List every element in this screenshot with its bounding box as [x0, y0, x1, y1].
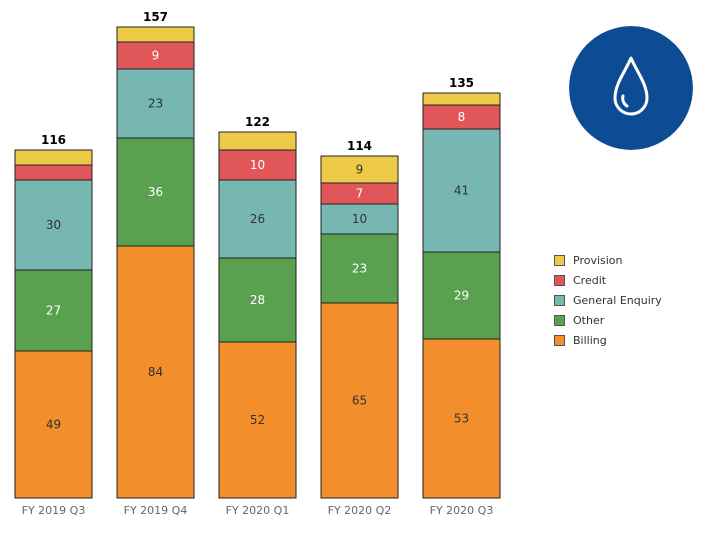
legend-item-other: Other [554, 310, 662, 330]
x-tick-label: FY 2020 Q1 [226, 504, 290, 517]
data-label: 9 [152, 49, 160, 63]
data-label: 41 [454, 184, 469, 198]
legend-label: Provision [573, 253, 623, 267]
data-label: 53 [454, 412, 469, 426]
data-label: 7 [356, 187, 364, 201]
legend-swatch [554, 254, 565, 266]
data-label: 23 [148, 97, 163, 111]
bar-segment-provision [320, 155, 399, 184]
bar-segment-billing [422, 338, 501, 499]
data-label: 27 [46, 304, 61, 318]
total-label: 116 [41, 133, 66, 147]
legend-item-credit: Credit [554, 270, 662, 290]
x-tick-label: FY 2019 Q4 [124, 504, 188, 517]
bar-segment-general-enquiry [422, 128, 501, 253]
water-drop-icon [569, 26, 693, 150]
data-label: 26 [250, 212, 265, 226]
data-label: 84 [148, 365, 163, 379]
bar-segment-other [116, 137, 195, 247]
bar-segment-provision [422, 92, 501, 106]
total-label: 122 [245, 115, 270, 129]
data-label: 52 [250, 413, 265, 427]
bar-segment-other [320, 233, 399, 304]
bar-segment-other [422, 251, 501, 340]
bar-segment-billing [218, 341, 297, 499]
data-label: 29 [454, 289, 469, 303]
bar-segment-general-enquiry [320, 203, 399, 235]
bar-segment-other [218, 257, 297, 343]
bar-segment-billing [14, 350, 93, 499]
x-tick-label: FY 2020 Q3 [430, 504, 494, 517]
data-label: 65 [352, 394, 367, 408]
bar-segment-credit [422, 104, 501, 130]
data-label: 9 [356, 163, 364, 177]
legend-item-provision: Provision [554, 250, 662, 270]
data-label: 10 [352, 212, 367, 226]
legend-label: General Enquiry [573, 293, 662, 307]
labels-layer: 49 27 30 116 FY 2019 Q3 84 36 23 9 157 FY 2019 Q4 5… [22, 10, 494, 517]
bar-segment-billing [320, 302, 399, 499]
legend-swatch [554, 274, 565, 286]
bar-segment-provision [116, 26, 195, 43]
bar-segment-other [14, 269, 93, 352]
bar-segment-general-enquiry [116, 68, 195, 139]
bar-segment-provision [14, 149, 93, 166]
legend-label: Other [573, 313, 605, 327]
legend-swatch [554, 294, 565, 306]
total-label: 114 [347, 139, 372, 153]
legend-swatch [554, 334, 565, 346]
bar-segment-credit [14, 164, 93, 181]
data-label: 10 [250, 158, 265, 172]
data-label: 49 [46, 418, 61, 432]
data-label: 36 [148, 185, 163, 199]
bars-layer [14, 26, 501, 499]
data-label: 30 [46, 218, 61, 232]
x-tick-label: FY 2019 Q3 [22, 504, 86, 517]
total-label: 157 [143, 10, 168, 24]
x-tick-label: FY 2020 Q2 [328, 504, 392, 517]
legend: Provision Credit General Enquiry Other Billi… [554, 250, 662, 350]
data-label: 23 [352, 262, 367, 276]
legend-swatch [554, 314, 565, 326]
total-label: 135 [449, 76, 474, 90]
legend-label: Billing [573, 333, 607, 347]
data-label: 28 [250, 293, 265, 307]
legend-item-general-enquiry: General Enquiry [554, 290, 662, 310]
bar-segment-credit [116, 41, 195, 70]
legend-item-billing: Billing [554, 330, 662, 350]
legend-label: Credit [573, 273, 607, 287]
bar-segment-provision [218, 131, 297, 151]
data-label: 8 [458, 110, 466, 124]
bar-segment-general-enquiry [218, 179, 297, 259]
